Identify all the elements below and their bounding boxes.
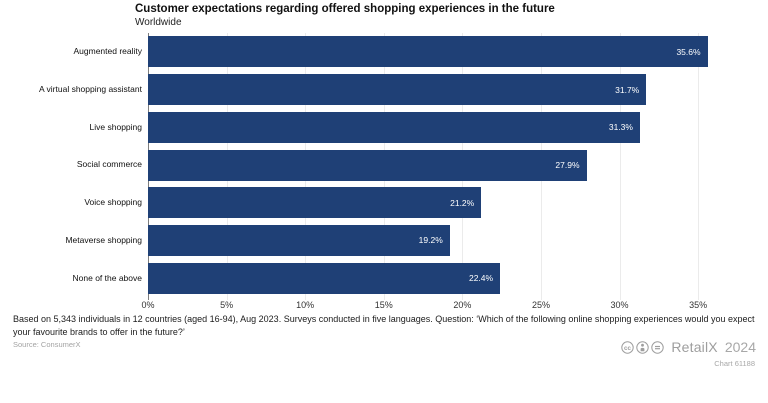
no-derivatives-icon bbox=[651, 340, 665, 354]
svg-text:cc: cc bbox=[624, 344, 631, 351]
bar-row: 31.3% bbox=[148, 108, 728, 146]
x-tick-label: 35% bbox=[689, 300, 708, 310]
bar-value-label: 19.2% bbox=[418, 235, 443, 246]
category-label: Live shopping bbox=[89, 121, 142, 132]
category-label: Voice shopping bbox=[84, 197, 142, 208]
x-tick-label: 5% bbox=[220, 300, 234, 310]
bar-value-label: 31.3% bbox=[608, 122, 633, 133]
x-tick-label: 15% bbox=[374, 300, 393, 310]
brand-logo: RetailX bbox=[671, 339, 718, 355]
bar-row: 21.2% bbox=[148, 184, 728, 222]
category-label: Metaverse shopping bbox=[65, 234, 142, 245]
bar-row: 19.2% bbox=[148, 222, 728, 260]
bar: 31.3% bbox=[148, 111, 640, 143]
bar-value-label: 27.9% bbox=[555, 160, 580, 171]
x-tick-label: 30% bbox=[610, 300, 629, 310]
cc-icon: cc bbox=[621, 340, 635, 354]
bar: 35.6% bbox=[148, 36, 708, 68]
category-label: None of the above bbox=[72, 272, 142, 283]
bar-series: 35.6% 31.7% 31.3% 27.9% 21.2% 19.2% 22.4% bbox=[148, 33, 728, 297]
bar-value-label: 31.7% bbox=[615, 84, 640, 95]
chart-id: Chart 61188 bbox=[714, 359, 755, 368]
gridline bbox=[698, 33, 700, 300]
brand-year: 2024 bbox=[724, 339, 756, 355]
bar: 21.2% bbox=[148, 187, 482, 219]
bar: 22.4% bbox=[148, 262, 501, 294]
attribution-icon bbox=[636, 340, 650, 354]
bar: 19.2% bbox=[148, 224, 450, 256]
x-tick-label: 0% bbox=[141, 300, 155, 310]
category-axis: Augmented reality A virtual shopping assi… bbox=[0, 33, 142, 297]
bar: 31.7% bbox=[148, 74, 647, 106]
license-icons: cc bbox=[621, 340, 665, 354]
bar-row: 35.6% bbox=[148, 33, 728, 71]
plot-area: 35.6% 31.7% 31.3% 27.9% 21.2% 19.2% 22.4% bbox=[148, 33, 728, 300]
category-label: Social commerce bbox=[76, 159, 142, 170]
bar-row: 31.7% bbox=[148, 71, 728, 109]
category-label: A virtual shopping assistant bbox=[38, 83, 142, 94]
x-tick-label: 25% bbox=[531, 300, 550, 310]
bar: 27.9% bbox=[148, 149, 587, 181]
bar-value-label: 22.4% bbox=[468, 273, 494, 284]
x-tick-label: 10% bbox=[296, 300, 315, 310]
chart-title: Customer expectations regarding offered … bbox=[135, 3, 555, 15]
chart-subtitle: Worldwide bbox=[135, 17, 182, 28]
x-tick-label: 20% bbox=[453, 300, 472, 310]
bar-row: 22.4% bbox=[148, 259, 728, 297]
source-credit: Source: ConsumerX bbox=[13, 340, 81, 349]
gridline bbox=[619, 33, 621, 300]
footnote: Based on 5,343 individuals in 12 countri… bbox=[13, 314, 755, 337]
bar-row: 27.9% bbox=[148, 146, 728, 184]
bar-value-label: 21.2% bbox=[450, 197, 475, 208]
category-label: Augmented reality bbox=[73, 46, 142, 57]
bar-value-label: 35.6% bbox=[676, 46, 701, 57]
x-axis: 0% 5% 10% 15% 20% 25% 30% 35% bbox=[141, 300, 728, 312]
branding: cc RetailX 2024 bbox=[621, 339, 756, 355]
